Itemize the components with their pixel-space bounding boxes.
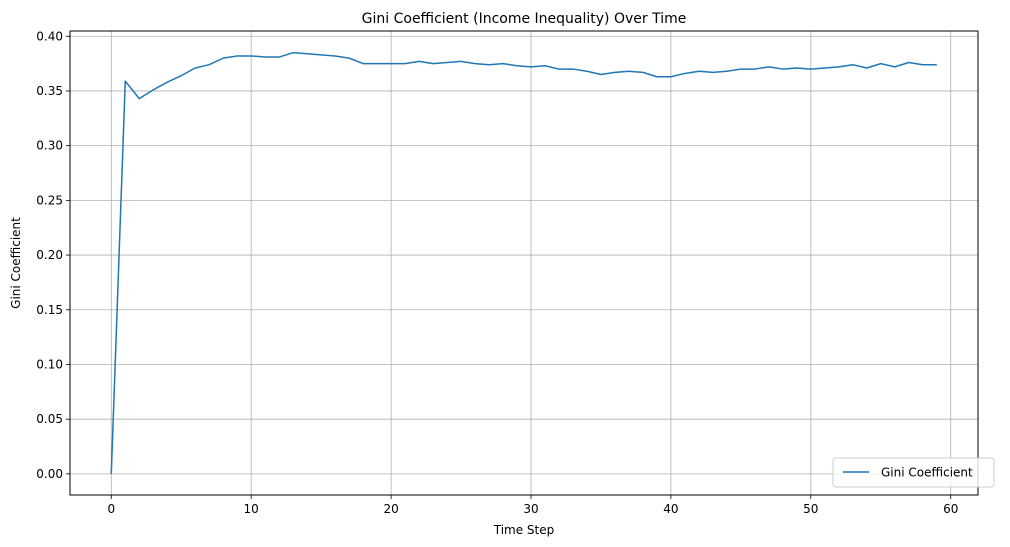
x-axis-ticks: 0 10 20 30 40 50 60	[107, 495, 958, 516]
y-tick-label: 0.10	[36, 357, 63, 371]
y-axis-label: Gini Coefficient	[9, 217, 23, 309]
x-tick-label: 30	[523, 502, 538, 516]
y-tick-label: 0.30	[36, 139, 63, 153]
x-tick-label: 10	[244, 502, 259, 516]
legend-box	[832, 457, 995, 488]
y-tick-label: 0.00	[36, 467, 63, 481]
x-tick-label: 0	[107, 502, 115, 516]
y-tick-label: 0.35	[36, 84, 63, 98]
y-axis-ticks: 0.00 0.05 0.10 0.15 0.20 0.25 0.30 0.35 0.40	[36, 29, 70, 481]
series-layer	[110, 51, 937, 474]
x-axis-label: Time Step	[493, 523, 555, 537]
y-tick-label: 0.20	[36, 248, 63, 262]
y-tick-label: 0.05	[36, 412, 63, 426]
grid-lines	[70, 31, 978, 495]
x-tick-label: 50	[803, 502, 818, 516]
legend-label: Gini Coefficient	[881, 466, 973, 480]
plot-frame	[69, 30, 979, 496]
y-tick-label: 0.15	[36, 303, 63, 317]
y-tick-label: 0.40	[36, 29, 63, 43]
series-line	[110, 51, 937, 474]
legend: Gini Coefficient	[832, 457, 995, 488]
x-tick-label: 20	[383, 502, 398, 516]
chart-title: Gini Coefficient (Income Inequality) Ove…	[362, 11, 687, 27]
x-tick-label: 40	[663, 502, 678, 516]
x-tick-label: 60	[943, 502, 958, 516]
y-tick-label: 0.25	[36, 193, 63, 207]
